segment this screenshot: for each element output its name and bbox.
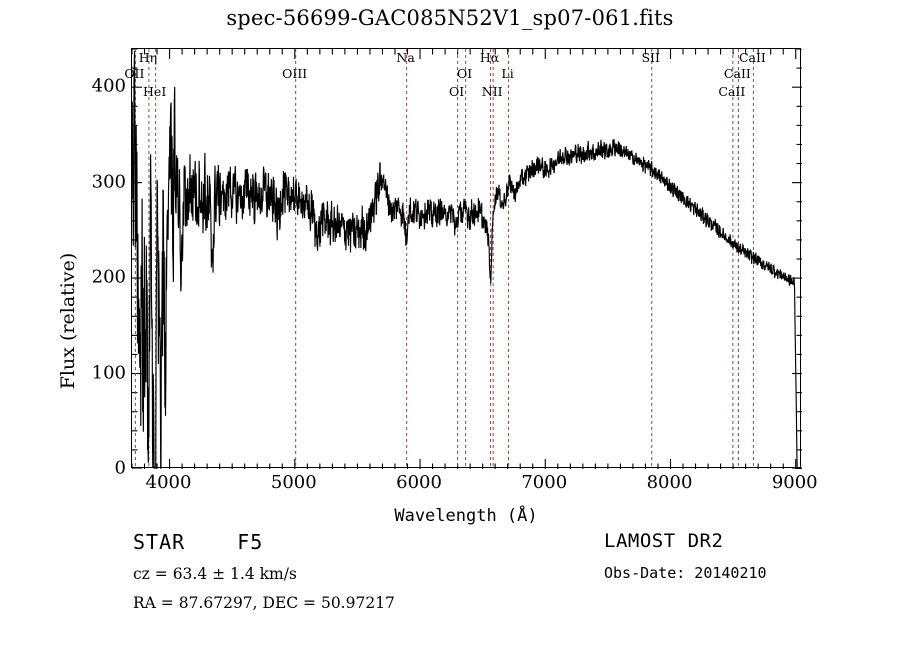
y-axis-tick-labels: 0 100 200 300 400 [62,48,126,479]
x-tick-label: 8000 [646,472,693,493]
spectral-line-markers [134,49,754,469]
spectral-line-label-NII: NII [481,84,503,99]
survey-name: LAMOST DR2 [604,530,724,552]
spectrum-canvas [132,49,802,469]
spectral-line-label-Hη: Hη [138,50,158,65]
spectral-line-label-OI: OI [449,84,465,99]
sky-coordinates: RA = 87.67297, DEC = 50.97217 [133,594,395,612]
x-tick-label: 9000 [771,472,818,493]
spectral-class: F5 [237,530,264,554]
plot-area [131,48,802,469]
y-tick-label: 0 [114,457,126,479]
spectral-line-label-Hα: Hα [479,50,500,65]
y-tick-label: 100 [91,362,126,384]
x-tick-label: 5000 [270,472,317,493]
survey-metadata: LAMOST DR2 Obs-Date: 20140210 [604,530,767,582]
x-tick-label: 7000 [521,472,568,493]
spectral-line-label-CaII: CaII [718,84,746,99]
y-tick-label: 200 [91,266,126,288]
spectral-line-label-OI: OI [457,66,473,81]
spectral-line-label-HeI: HeI [143,84,167,99]
spectral-line-label-CaII: CaII [738,50,766,65]
observation-date: Obs-Date: 20140210 [604,564,767,582]
spectral-line-label-OIII: OIII [282,66,308,81]
x-tick-label: 6000 [396,472,442,493]
spectral-line-label-SII: SII [641,50,660,65]
figure-title: spec-56699-GAC085N52V1_sp07-061.fits [226,6,674,30]
x-tick-label: 4000 [145,472,192,493]
axis-ticks [132,49,802,469]
spectral-line-label-Na: Na [396,50,415,65]
y-tick-label: 300 [91,171,126,193]
spectral-line-labels: OII Hη HeI OIII Na OI OI Hα NII Li SII CaII CaII CaII [124,48,801,104]
x-axis-tick-labels: 4000 5000 6000 7000 8000 9000 [131,472,818,500]
object-metadata: STAR F5 cz = 63.4 ± 1.4 km/s RA = 87.672… [133,530,395,612]
spectral-line-label-Li: Li [501,66,514,81]
object-type-and-class: STAR F5 [133,530,395,554]
redshift-velocity: cz = 63.4 ± 1.4 km/s [133,565,297,583]
y-tick-label: 400 [91,75,126,97]
spectrum-trace [132,50,802,469]
spectral-line-label-CaII: CaII [723,66,751,81]
x-axis-title: Wavelength (Å) [394,506,538,526]
object-type: STAR [133,530,186,554]
spectral-line-label-OII: OII [124,66,145,81]
